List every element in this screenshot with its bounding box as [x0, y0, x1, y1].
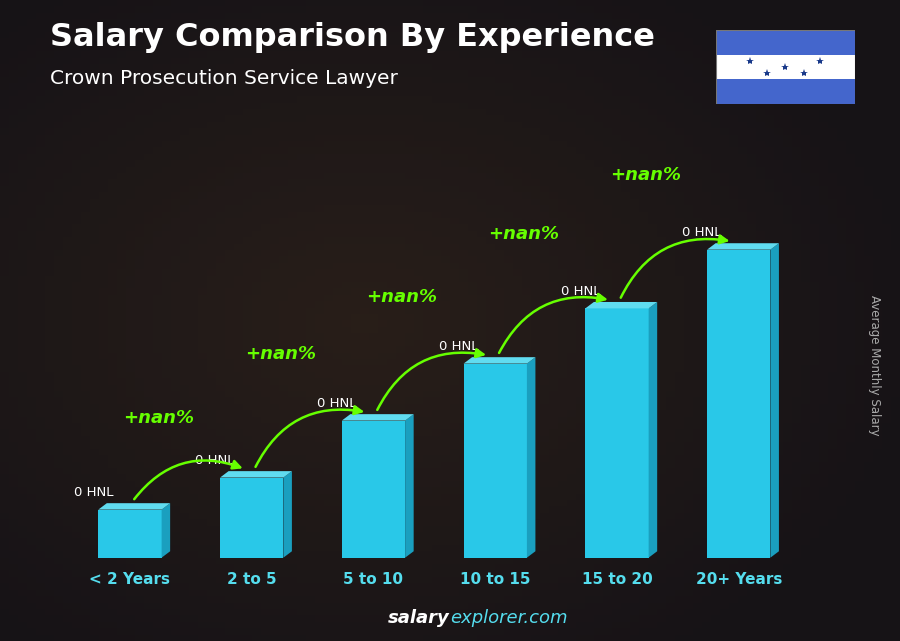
Text: +nan%: +nan% [489, 225, 559, 243]
Text: 0 HNL: 0 HNL [317, 397, 356, 410]
Text: Salary Comparison By Experience: Salary Comparison By Experience [50, 22, 654, 53]
Text: Crown Prosecution Service Lawyer: Crown Prosecution Service Lawyer [50, 69, 398, 88]
Polygon shape [284, 471, 292, 558]
Bar [342, 420, 405, 558]
Polygon shape [707, 243, 778, 249]
Bar [716, 79, 855, 104]
Text: 0 HNL: 0 HNL [682, 226, 722, 239]
Text: +nan%: +nan% [610, 167, 681, 185]
Text: 0 HNL: 0 HNL [74, 486, 113, 499]
Bar [220, 478, 284, 558]
Polygon shape [526, 357, 536, 558]
Polygon shape [464, 357, 536, 363]
Polygon shape [405, 414, 414, 558]
Bar [716, 30, 855, 54]
Text: Average Monthly Salary: Average Monthly Salary [868, 295, 881, 436]
Text: 0 HNL: 0 HNL [561, 285, 600, 297]
Text: +nan%: +nan% [245, 344, 316, 363]
Bar [98, 510, 162, 558]
Text: explorer.com: explorer.com [450, 609, 568, 627]
Polygon shape [585, 302, 657, 308]
Bar [707, 249, 770, 558]
Polygon shape [98, 503, 170, 510]
Text: 0 HNL: 0 HNL [439, 340, 479, 353]
Polygon shape [649, 302, 657, 558]
Text: salary: salary [388, 609, 450, 627]
Bar [464, 363, 526, 558]
Text: 0 HNL: 0 HNL [195, 454, 235, 467]
Polygon shape [342, 414, 414, 420]
Polygon shape [770, 243, 778, 558]
Text: +nan%: +nan% [366, 288, 437, 306]
Bar [716, 54, 855, 79]
Polygon shape [220, 471, 292, 478]
Polygon shape [162, 503, 170, 558]
Text: +nan%: +nan% [123, 408, 194, 427]
Bar [585, 308, 649, 558]
